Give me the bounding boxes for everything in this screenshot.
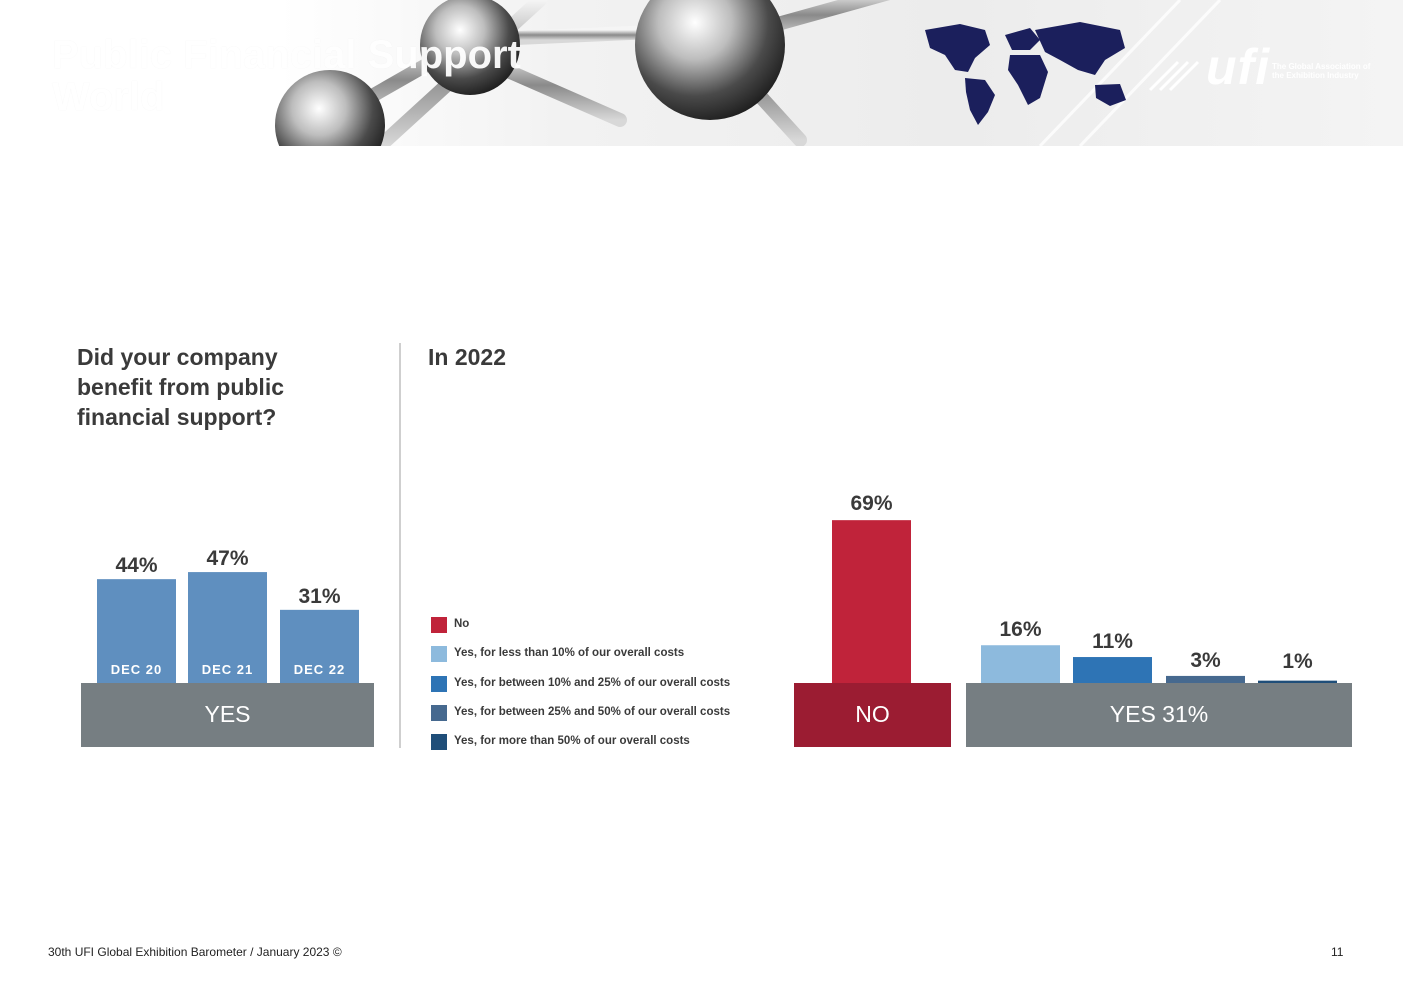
legend-swatch (431, 734, 447, 751)
logo-tagline: The Global Association of the Exhibition… (1272, 62, 1371, 80)
no-base-label: NO (855, 701, 890, 727)
data-label: 11% (1092, 630, 1133, 653)
panel-divider (399, 343, 401, 748)
bar-dec-22 (280, 609, 359, 683)
legend-item: Yes, for between 10% and 25% of our over… (431, 675, 791, 704)
no-base-bar (794, 683, 951, 747)
legend-label: Yes, for less than 10% of our overall co… (454, 647, 685, 660)
data-label: 31% (298, 585, 340, 608)
data-label: 16% (999, 618, 1041, 641)
category-label: DEC 20 (111, 662, 163, 677)
data-label: 69% (850, 492, 892, 515)
yes-total-base-label: YES 31% (1110, 701, 1208, 727)
footer-source: 30th UFI Global Exhibition Barometer / J… (48, 945, 342, 959)
bar-3 (1166, 675, 1245, 683)
slide-title: Public Financial Support World (52, 33, 521, 119)
legend-item: No (431, 616, 791, 645)
data-label: 3% (1190, 649, 1221, 672)
chart-legend: No Yes, for less than 10% of our overall … (431, 616, 791, 762)
logo-stripes-icon (1148, 60, 1200, 92)
legend-item: Yes, for between 25% and 50% of our over… (431, 704, 791, 733)
page-number: 11 (1331, 945, 1344, 959)
bar-dec-20 (97, 579, 176, 683)
legend-swatch (431, 704, 447, 721)
legend-label: Yes, for between 10% and 25% of our over… (454, 676, 731, 689)
legend-swatch (431, 646, 447, 663)
legend-swatch (431, 675, 447, 692)
yes-total-base-bar (966, 683, 1352, 747)
bar-4 (1258, 680, 1337, 683)
world-map-icon (925, 22, 1126, 125)
category-label: DEC 22 (294, 662, 346, 677)
legend-label: Yes, for more than 50% of our overall co… (454, 735, 690, 748)
legend-item: Yes, for more than 50% of our overall co… (431, 733, 791, 762)
left-question: Did your company benefit from public fin… (77, 344, 284, 430)
data-label: 44% (115, 554, 157, 577)
category-label: DEC 21 (202, 662, 254, 677)
yes-base-bar (81, 683, 374, 747)
legend-label: No (454, 618, 470, 630)
bar-dec-21 (188, 572, 267, 683)
bar-0 (832, 520, 911, 683)
data-label: 47% (206, 547, 248, 570)
bar-2 (1073, 657, 1152, 683)
logo-word: ufi (1206, 39, 1271, 95)
legend-swatch (431, 617, 447, 633)
right-subtitle: In 2022 (428, 344, 506, 370)
banner-image (0, 0, 1403, 146)
bar-1 (981, 645, 1060, 683)
header-banner: Public Financial Support World ufi The G… (0, 0, 1403, 146)
legend-item: Yes, for less than 10% of our overall co… (431, 645, 791, 674)
yes-base-label: YES (204, 701, 250, 727)
ufi-logo: ufi The Global Association of the Exhibi… (1148, 39, 1370, 98)
legend-label: Yes, for between 25% and 50% of our over… (454, 705, 731, 718)
data-label: 1% (1282, 650, 1313, 673)
